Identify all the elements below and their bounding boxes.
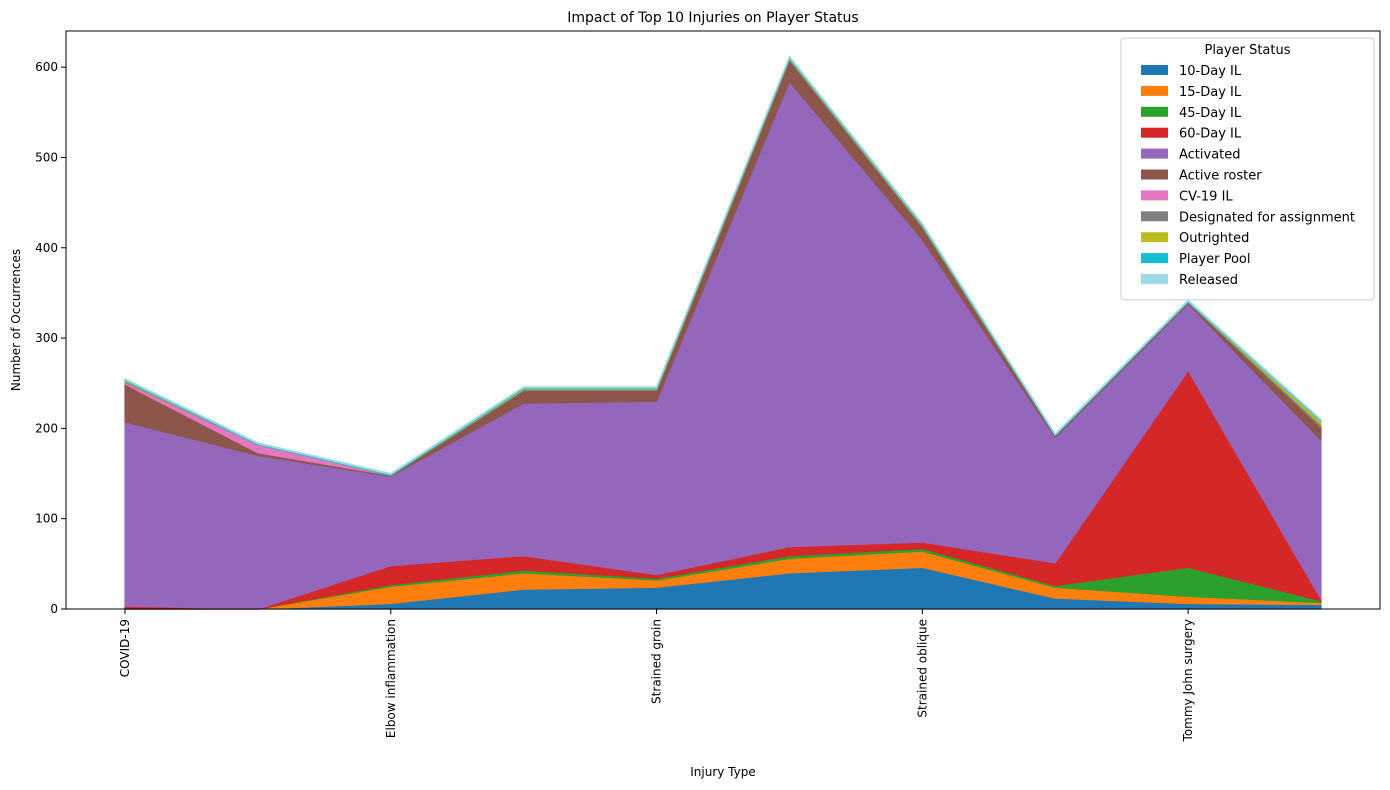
y-tick-label: 600: [35, 60, 58, 74]
legend-swatch-15-day-il: [1141, 85, 1168, 96]
y-tick-label: 500: [35, 150, 58, 164]
x-tick-label: Strained groin: [650, 619, 664, 704]
legend-items: 10-Day IL 15-Day IL 45-Day IL 60-Day IL Acti…: [1141, 64, 1355, 288]
area-layers: [124, 55, 1322, 610]
x-tick-label: COVID-19: [118, 619, 132, 677]
legend-label-designated-for-assignment: Designated for assignment: [1179, 210, 1355, 225]
legend-swatch-player-pool: [1141, 253, 1168, 264]
legend-label-15-day-il: 15-Day IL: [1179, 85, 1242, 100]
legend-swatch-released: [1141, 274, 1168, 284]
chart-title: Impact of Top 10 Injuries on Player Stat…: [567, 10, 858, 26]
legend-label-player-pool: Player Pool: [1179, 252, 1250, 267]
x-tick-label: Elbow inflammation: [384, 619, 398, 738]
y-axis-label: Number of Occurrences: [9, 249, 23, 391]
legend-swatch-10-day-il: [1141, 65, 1168, 75]
area-released: [124, 55, 1322, 476]
legend-label-activated: Activated: [1179, 148, 1241, 163]
y-tick-label: 100: [35, 512, 58, 526]
x-tick-label: Strained oblique: [915, 619, 929, 718]
x-axis: COVID-19 Elbow inflammation Strained groin…: [118, 609, 1195, 742]
legend-swatch-active-roster: [1141, 169, 1168, 180]
y-axis: 0 100 200 300 400 500 600: [35, 60, 66, 616]
legend-swatch-designated-for-assignment: [1141, 211, 1168, 222]
legend-swatch-outrighted: [1141, 232, 1168, 243]
legend-label-10-day-il: 10-Day IL: [1179, 64, 1242, 79]
x-axis-label: Injury Type: [690, 765, 756, 779]
legend-swatch-45-day-il: [1141, 106, 1168, 117]
y-tick-label: 400: [35, 241, 58, 255]
legend-label-60-day-il: 60-Day IL: [1179, 127, 1242, 142]
y-tick-label: 200: [35, 421, 58, 435]
legend-label-outrighted: Outrighted: [1179, 231, 1249, 246]
plot-frame: [65, 30, 1381, 610]
legend-swatch-60-day-il: [1141, 127, 1168, 138]
x-tick-label: Tommy John surgery: [1181, 619, 1195, 742]
legend-label-45-day-il: 45-Day IL: [1179, 106, 1242, 121]
legend-box: [1120, 37, 1375, 301]
legend-label-active-roster: Active roster: [1179, 169, 1262, 184]
y-tick-label: 300: [35, 331, 58, 345]
y-tick-label: 0: [50, 602, 58, 616]
legend-label-cv-19-il: CV-19 IL: [1179, 189, 1233, 204]
legend-title: Player Status: [1204, 43, 1290, 58]
legend-label-released: Released: [1179, 273, 1238, 288]
legend-swatch-cv-19-il: [1141, 190, 1168, 201]
legend-swatch-activated: [1141, 148, 1168, 159]
legend: Player Status 10-Day IL 15-Day IL 45-Day I…: [1120, 37, 1375, 301]
